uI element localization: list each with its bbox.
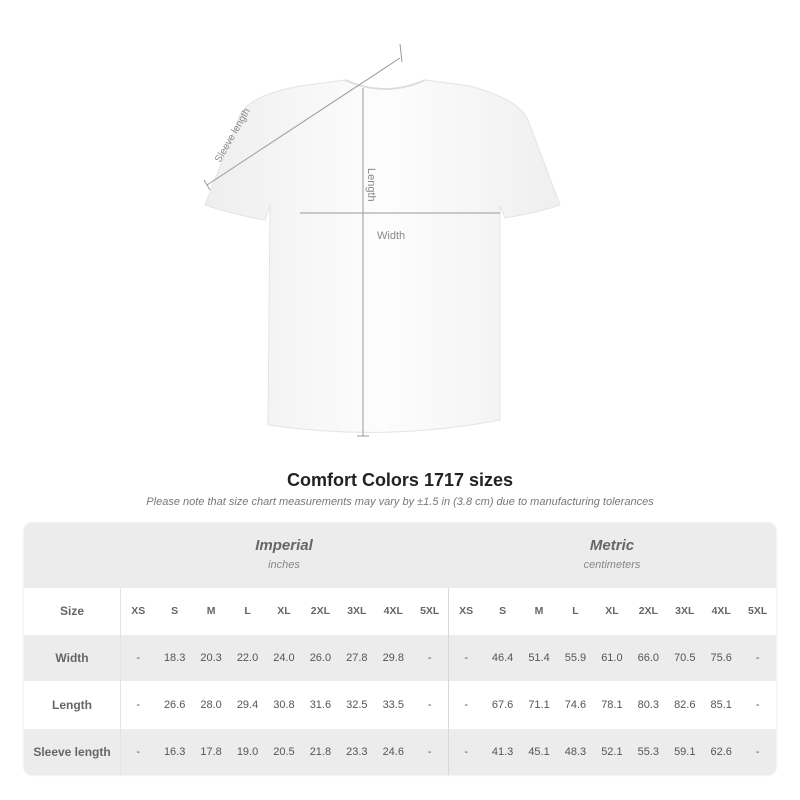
- size-header: 5XL: [420, 605, 440, 617]
- size-header: XS: [131, 605, 146, 617]
- table-row: Width - 18.3 20.3 22.0 24.0 26.0 27.8 29.8 - - 46.4…: [24, 635, 776, 681]
- size-label: Size: [59, 604, 84, 618]
- table-row: Length - 26.6 28.0 29.4 30.8 31.6 32.5 33.5 - - 67.…: [24, 682, 776, 728]
- imperial-cell: 26.6: [163, 699, 186, 711]
- tshirt-shape: [204, 79, 561, 433]
- imperial-cell: -: [136, 746, 141, 758]
- metric-cell: 71.1: [528, 699, 550, 711]
- metric-cell: 46.4: [491, 652, 514, 664]
- size-header: M: [534, 605, 544, 617]
- chart-title: Comfort Colors 1717 sizes: [286, 470, 514, 490]
- metric-cell: 70.5: [674, 652, 696, 664]
- size-header: S: [499, 605, 507, 617]
- imperial-cell: -: [427, 652, 432, 664]
- size-header: 2XL: [638, 605, 658, 617]
- imperial-cell: 20.3: [200, 652, 222, 664]
- metric-cell: 59.1: [674, 746, 696, 758]
- imperial-cell: 16.3: [163, 746, 186, 758]
- imperial-cell: 28.0: [200, 699, 222, 711]
- metric-cell: 62.6: [710, 746, 732, 758]
- size-header: M: [206, 605, 216, 617]
- imperial-cell: 21.8: [309, 746, 332, 758]
- length-label: Length: [365, 168, 377, 202]
- metric-cell: 52.1: [601, 746, 623, 758]
- metric-header: Metric centimeters: [583, 537, 641, 571]
- metric-cell: -: [755, 652, 760, 664]
- metric-cell: 74.6: [564, 699, 587, 711]
- tshirt-diagram: Sleeve length Length Width: [203, 43, 561, 437]
- metric-cell: 82.6: [674, 699, 696, 711]
- width-label: Width: [377, 230, 405, 242]
- size-header: XL: [277, 605, 291, 617]
- imperial-cell: 22.0: [236, 652, 259, 664]
- metric-cell: -: [464, 746, 468, 758]
- imperial-cell: 24.0: [273, 652, 295, 664]
- row-label: Width: [55, 651, 89, 665]
- metric-cell: 61.0: [601, 652, 623, 664]
- size-header: 5XL: [748, 605, 768, 617]
- size-table: Imperial inches Metric centimeters Size …: [24, 523, 776, 775]
- imperial-cell: 29.8: [382, 652, 404, 664]
- metric-cell: -: [464, 652, 468, 664]
- imperial-cell: -: [136, 699, 141, 711]
- metric-cell: 48.3: [564, 746, 587, 758]
- imperial-cell: -: [427, 699, 432, 711]
- metric-cell: 78.1: [601, 699, 623, 711]
- metric-cell: 45.1: [528, 746, 550, 758]
- table-row: Sleeve length - 16.3 17.8 19.0 20.5 21.8 23.3 24…: [24, 729, 776, 775]
- imperial-cell: 27.8: [346, 652, 368, 664]
- size-header: 3XL: [675, 605, 695, 617]
- metric-cell: -: [464, 699, 468, 711]
- imperial-cell: 23.3: [346, 746, 368, 758]
- metric-cell: 55.3: [637, 746, 660, 758]
- metric-cell: 41.3: [491, 746, 514, 758]
- size-header: XL: [605, 605, 619, 617]
- metric-cell: 55.9: [564, 652, 587, 664]
- size-header: 4XL: [383, 605, 403, 617]
- size-header: 4XL: [711, 605, 731, 617]
- size-header: XS: [459, 605, 474, 617]
- imperial-cell: 26.0: [309, 652, 332, 664]
- imperial-cell: 20.5: [273, 746, 295, 758]
- imperial-cell: 18.3: [163, 652, 186, 664]
- imperial-header: Imperial inches: [255, 537, 313, 571]
- size-header: L: [572, 605, 579, 617]
- imperial-cell: 30.8: [273, 699, 295, 711]
- imperial-cell: 17.8: [200, 746, 222, 758]
- tolerance-note: Please note that size chart measurements…: [146, 496, 654, 508]
- metric-cell: 75.6: [710, 652, 732, 664]
- imperial-cell: 29.4: [236, 699, 259, 711]
- metric-cell: 67.6: [491, 699, 514, 711]
- size-header: L: [244, 605, 251, 617]
- metric-cell: 80.3: [637, 699, 660, 711]
- size-header: S: [171, 605, 179, 617]
- metric-cell: 85.1: [710, 699, 732, 711]
- metric-cell: -: [755, 699, 760, 711]
- size-header-row: Size XS S M L XL 2XL 3XL 4XL 5XL XS S M L XL 2XL 3XL 4XL…: [24, 588, 776, 634]
- imperial-cell: -: [136, 652, 141, 664]
- metric-cell: 66.0: [637, 652, 660, 664]
- size-header: 3XL: [347, 605, 367, 617]
- row-label: Length: [52, 698, 92, 712]
- row-label: Sleeve length: [33, 745, 111, 759]
- metric-cell: 51.4: [528, 652, 550, 664]
- imperial-cell: -: [427, 746, 432, 758]
- imperial-cell: 19.0: [236, 746, 259, 758]
- size-header: 2XL: [310, 605, 331, 617]
- imperial-cell: 33.5: [382, 699, 404, 711]
- metric-cell: -: [755, 746, 760, 758]
- imperial-cell: 24.6: [382, 746, 404, 758]
- imperial-cell: 31.6: [309, 699, 332, 711]
- imperial-cell: 32.5: [346, 699, 368, 711]
